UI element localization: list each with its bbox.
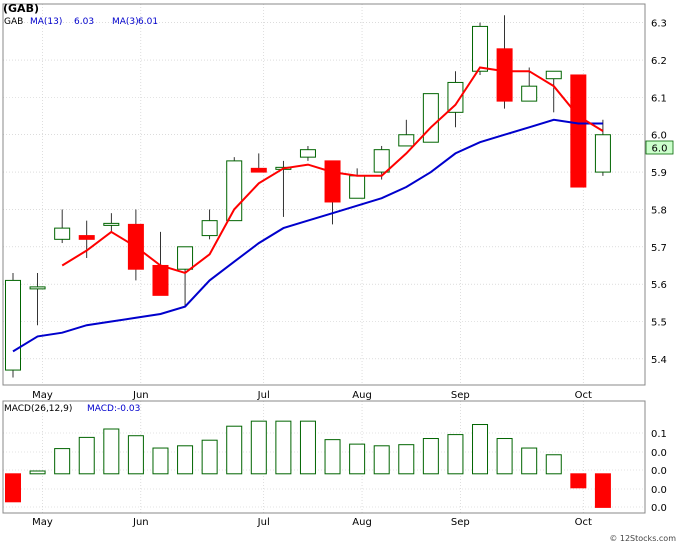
price-tick-label: 6.3 — [651, 19, 667, 30]
candle-body — [54, 227, 71, 240]
macd-bar — [521, 447, 538, 475]
macd-tick-label: 0.0 — [651, 485, 667, 496]
candle-body — [299, 149, 316, 158]
price-tick-label: 6.2 — [651, 56, 667, 67]
candle-body — [177, 246, 194, 270]
price-month-label: Sep — [451, 390, 470, 401]
legend-symbol: GAB — [4, 17, 23, 27]
macd-bar — [324, 439, 341, 475]
candle-body — [521, 85, 538, 102]
moving-average-lines — [12, 66, 604, 353]
macd-histogram — [5, 420, 611, 508]
legend-ma13-label: MA(13) — [30, 17, 62, 27]
price-tick-label: 5.5 — [651, 318, 667, 329]
macd-grid — [3, 401, 645, 513]
price-tick-label: 5.7 — [651, 243, 667, 254]
macd-month-label: May — [32, 517, 53, 528]
last-price-label: 6.0 — [652, 144, 668, 155]
macd-month-label: Sep — [451, 517, 470, 528]
price-month-label: Aug — [352, 390, 372, 401]
macd-value-label: MACD:-0.03 — [87, 404, 140, 414]
macd-title: MACD(26,12,9) — [4, 404, 72, 414]
macd-month-label: Jun — [132, 517, 149, 528]
price-grid — [3, 4, 645, 385]
macd-bar — [570, 473, 587, 489]
macd-bar — [472, 424, 489, 475]
macd-bar — [275, 420, 292, 475]
candle-body — [570, 74, 587, 188]
macd-bar — [127, 435, 144, 475]
candle-body — [398, 134, 415, 147]
macd-panel-border — [2, 400, 646, 514]
candle-body — [594, 134, 611, 173]
candle-body — [496, 48, 513, 102]
macd-bar — [398, 444, 415, 475]
macd-bar — [78, 436, 95, 475]
axes: 5.4 5.5 5.6 5.7 5.8 5.9 6.0 6.1 6.2 6.3 May May Jun J… — [2, 3, 667, 528]
last-price-box — [645, 140, 674, 155]
macd-tick-label: 0.0 — [651, 466, 667, 477]
candle-body — [422, 93, 439, 143]
candle-body — [545, 70, 562, 80]
candle-body — [78, 235, 95, 240]
macd-bar — [594, 473, 611, 508]
macd-bar — [5, 473, 21, 503]
candle-body — [226, 160, 243, 222]
price-tick-label: 6.0 — [651, 131, 667, 142]
candle-body — [250, 167, 267, 173]
macd-bar — [29, 470, 46, 475]
price-month-label: Jul — [257, 390, 270, 401]
candle-body — [201, 220, 218, 237]
watermark: © 12Stocks.com — [609, 534, 676, 543]
macd-tick-label: 0.0 — [651, 503, 667, 514]
macd-tick-label: 0.1 — [651, 429, 667, 440]
price-month-label: May — [32, 390, 53, 401]
macd-bar — [545, 454, 562, 475]
macd-bar — [299, 420, 316, 475]
price-legend: GAB MA(13) 6.03 MA(3) 6.01 — [4, 17, 158, 27]
price-month-label: Oct — [575, 390, 592, 401]
legend-ma3-label: MA(3) — [112, 17, 139, 27]
macd-bar — [447, 434, 464, 475]
candle-body — [349, 175, 366, 199]
macd-tick-label: 0.0 — [651, 448, 667, 459]
candle-body — [152, 264, 169, 296]
ma13-line — [12, 118, 603, 353]
price-month-label: Jun — [132, 390, 149, 401]
macd-bar — [201, 439, 218, 475]
macd-bar — [250, 420, 267, 475]
ma3-line — [61, 66, 604, 275]
macd-bar — [422, 438, 439, 475]
macd-bar — [54, 448, 71, 475]
macd-bar — [349, 443, 366, 475]
candle-body — [324, 160, 341, 203]
candle-body — [5, 279, 21, 371]
macd-bar — [103, 428, 120, 475]
candle-body — [472, 25, 489, 72]
macd-bar — [226, 425, 243, 475]
price-tick-label: 5.4 — [651, 355, 667, 366]
price-panel-border — [2, 3, 646, 386]
macd-bar — [373, 445, 390, 475]
legend-ma3-value: 6.01 — [138, 17, 158, 27]
macd-bar — [496, 438, 513, 475]
macd-bar — [177, 445, 194, 475]
price-tick-label: 5.6 — [651, 280, 667, 291]
candle-body — [373, 149, 390, 173]
candlestick-series — [5, 15, 611, 378]
candle-body — [29, 286, 46, 290]
candle-body — [447, 81, 464, 113]
macd-bar — [152, 447, 169, 475]
macd-month-label: Jul — [257, 517, 270, 528]
price-tick-label: 5.8 — [651, 205, 667, 216]
legend-ma13-value: 6.03 — [74, 17, 94, 27]
price-tick-label: 5.9 — [651, 168, 667, 179]
chart-title: (GAB) — [3, 2, 39, 15]
candle-body — [103, 222, 120, 226]
price-tick-label: 6.1 — [651, 93, 667, 104]
macd-month-label: Oct — [575, 517, 592, 528]
macd-month-label: Aug — [352, 517, 372, 528]
